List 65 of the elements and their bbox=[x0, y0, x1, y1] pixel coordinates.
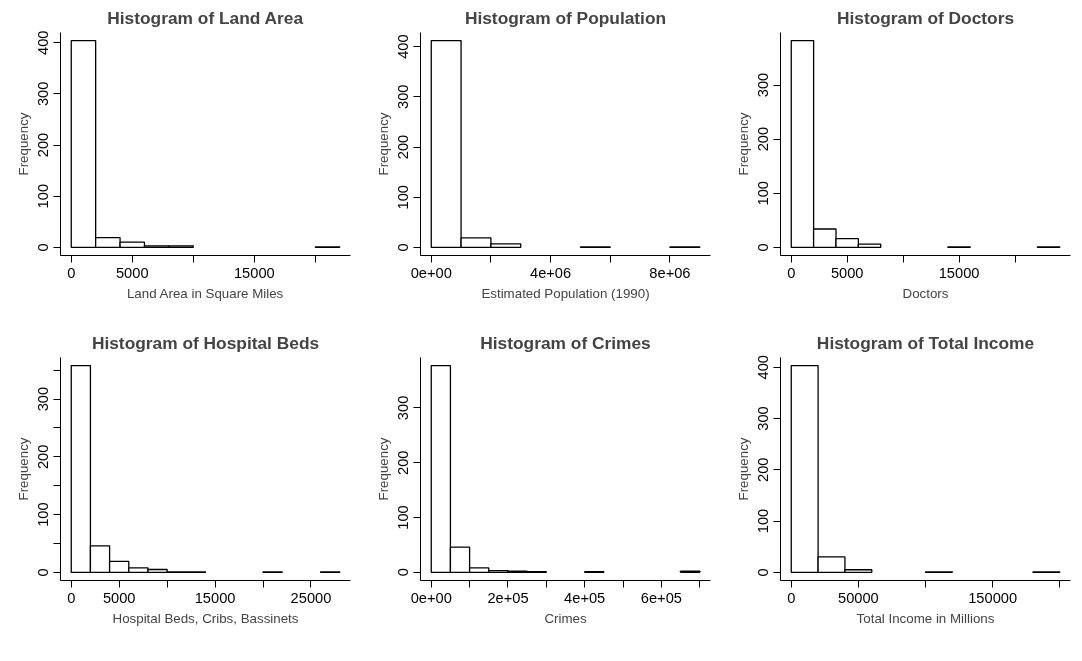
x-axis-title: Hospital Beds, Cribs, Bassinets bbox=[112, 610, 299, 626]
y-tick-label: 100 bbox=[35, 183, 52, 209]
x-tick-label: 150000 bbox=[968, 589, 1018, 606]
y-tick-label: 0 bbox=[395, 568, 412, 577]
x-tick-label: 50000 bbox=[837, 589, 879, 606]
x-axis-title: Land Area in Square Miles bbox=[126, 285, 284, 301]
x-tick-label: 25000 bbox=[290, 589, 332, 606]
x-tick-label: 0 bbox=[787, 589, 796, 606]
x-tick-label: 0e+00 bbox=[410, 264, 452, 281]
x-axis-title: Estimated Population (1990) bbox=[481, 285, 650, 301]
y-tick-label: 300 bbox=[395, 84, 412, 110]
y-tick-label: 0 bbox=[35, 568, 52, 577]
x-tick-label: 0 bbox=[67, 589, 76, 606]
y-axis-title: Frequency bbox=[375, 112, 391, 176]
y-axis-title: Frequency bbox=[735, 437, 751, 501]
y-tick-label: 200 bbox=[35, 132, 52, 158]
x-tick-label: 15000 bbox=[938, 264, 980, 281]
x-tick-label: 4e+05 bbox=[564, 589, 606, 606]
y-axis-title: Frequency bbox=[375, 437, 391, 501]
y-tick-label: 100 bbox=[395, 185, 412, 210]
chart-title: Histogram of Crimes bbox=[480, 332, 651, 353]
y-tick-label: 300 bbox=[35, 81, 52, 107]
x-tick-label: 4e+06 bbox=[530, 264, 572, 281]
x-tick-label: 5000 bbox=[102, 589, 136, 606]
x-tick-label: 15000 bbox=[194, 589, 236, 606]
y-tick-label: 200 bbox=[35, 444, 52, 470]
y-tick-label: 400 bbox=[395, 34, 412, 59]
y-tick-label: 100 bbox=[755, 181, 772, 206]
y-tick-label: 300 bbox=[35, 386, 52, 412]
y-tick-label: 200 bbox=[755, 457, 772, 482]
y-tick-label: 100 bbox=[35, 502, 52, 527]
x-tick-label: 15000 bbox=[233, 264, 275, 281]
y-tick-label: 300 bbox=[755, 406, 772, 431]
y-axis-title: Frequency bbox=[735, 112, 751, 176]
y-tick-label: 100 bbox=[395, 505, 412, 530]
chart-title: Histogram of Total Income bbox=[816, 332, 1035, 353]
x-tick-label: 8e+06 bbox=[649, 264, 691, 281]
x-tick-label: 5000 bbox=[115, 264, 149, 281]
y-axis-title: Frequency bbox=[15, 437, 31, 501]
y-tick-label: 200 bbox=[755, 126, 772, 152]
x-tick-label: 0e+00 bbox=[410, 589, 452, 606]
chart-title: Histogram of Population bbox=[464, 7, 667, 28]
y-tick-label: 300 bbox=[395, 395, 412, 421]
y-tick-label: 0 bbox=[35, 243, 52, 252]
x-tick-label: 0 bbox=[67, 264, 76, 281]
x-tick-label: 5000 bbox=[830, 264, 864, 281]
x-axis-title: Total Income in Millions bbox=[856, 610, 995, 626]
y-tick-label: 0 bbox=[755, 568, 772, 577]
y-tick-label: 400 bbox=[35, 30, 52, 55]
x-tick-label: 0 bbox=[787, 264, 796, 281]
y-tick-label: 0 bbox=[755, 243, 772, 252]
chart-title: Histogram of Doctors bbox=[836, 7, 1015, 28]
y-tick-label: 200 bbox=[395, 134, 412, 160]
x-tick-label: 6e+05 bbox=[640, 589, 682, 606]
chart-title: Histogram of Hospital Beds bbox=[91, 332, 320, 353]
y-axis-title: Frequency bbox=[15, 112, 31, 176]
y-tick-label: 100 bbox=[755, 508, 772, 534]
x-axis-title: Doctors bbox=[902, 285, 949, 301]
x-axis-title: Crimes bbox=[544, 610, 587, 626]
y-tick-label: 300 bbox=[755, 72, 772, 98]
x-tick-label: 2e+05 bbox=[487, 589, 529, 606]
y-tick-label: 400 bbox=[755, 355, 772, 380]
y-tick-label: 200 bbox=[395, 450, 412, 475]
y-tick-label: 0 bbox=[395, 243, 412, 252]
chart-title: Histogram of Land Area bbox=[107, 7, 304, 28]
